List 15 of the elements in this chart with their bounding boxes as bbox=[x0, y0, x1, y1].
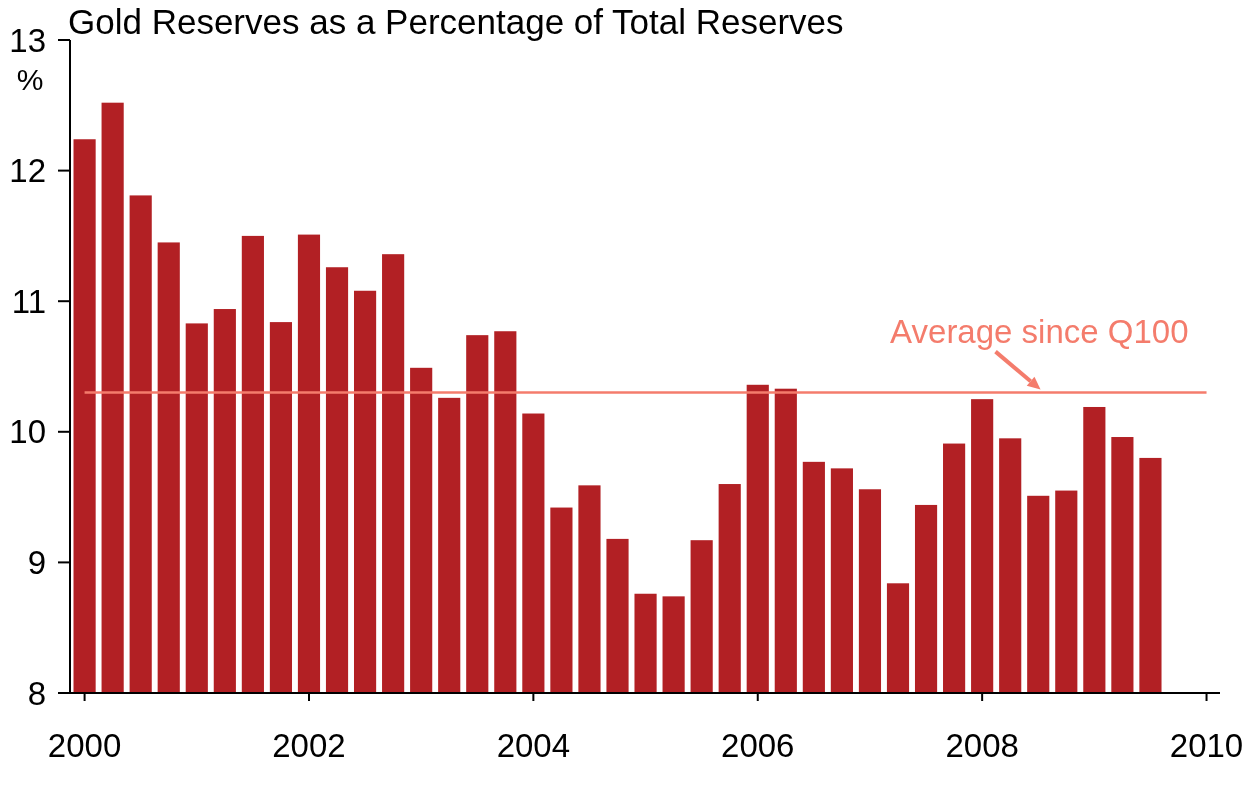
x-tick-label: 2004 bbox=[496, 727, 571, 764]
x-tick-label: 2008 bbox=[945, 727, 1019, 764]
y-axis-title: % bbox=[16, 63, 44, 96]
y-tick-label: 12 bbox=[9, 152, 46, 190]
x-tick-label: 2006 bbox=[721, 727, 795, 764]
x-tick-label: 2000 bbox=[47, 727, 122, 764]
y-tick-label: 13 bbox=[9, 21, 46, 59]
y-tick-label: 8 bbox=[27, 674, 46, 712]
x-tick-label: 2002 bbox=[272, 727, 346, 764]
y-tick-label: 9 bbox=[27, 543, 46, 581]
x-tick-label: 2010 bbox=[1169, 727, 1244, 764]
y-tick-label: 11 bbox=[11, 282, 46, 320]
y-tick-label: 10 bbox=[9, 413, 46, 451]
ref-line-label: Average since Q100 bbox=[890, 312, 1189, 350]
chart-title: Gold Reserves as a Percentage of Total Reserves bbox=[68, 2, 844, 41]
